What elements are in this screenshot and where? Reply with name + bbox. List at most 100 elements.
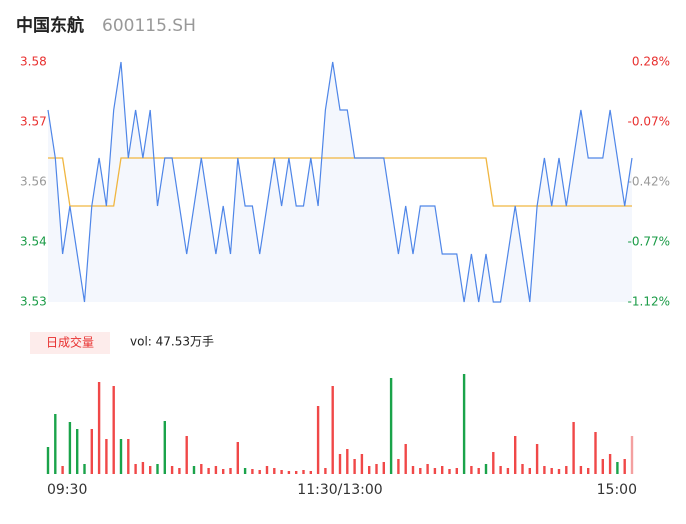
volume-bar — [535, 444, 539, 474]
volume-bar — [499, 466, 502, 474]
average-line — [48, 157, 632, 207]
volume-bar — [368, 466, 371, 474]
x-tick-label: 09:30 — [47, 482, 87, 498]
volume-bar — [404, 444, 407, 474]
volume-bar — [54, 414, 57, 474]
volume-bar — [557, 469, 561, 474]
volume-bar — [127, 439, 130, 474]
y2-tick-label: -0.42% — [628, 175, 670, 189]
y2-tick-label: -1.12% — [628, 295, 670, 309]
volume-bar — [105, 439, 108, 474]
volume-bar — [295, 471, 298, 474]
volume-bar — [90, 429, 93, 474]
volume-bar — [119, 439, 123, 474]
volume-bar — [565, 466, 568, 474]
chart-title: 中国东航 — [16, 15, 84, 36]
volume-bar — [579, 466, 583, 474]
volume-bar — [397, 459, 400, 474]
volume-bar — [207, 468, 210, 474]
volume-bar — [360, 454, 364, 474]
volume-bar — [419, 468, 422, 474]
volume-bar — [623, 459, 626, 474]
price-line — [47, 61, 633, 303]
volume-bar — [608, 454, 612, 474]
volume-bar — [200, 464, 203, 474]
volume-bar — [492, 452, 495, 474]
volume-bar — [302, 470, 305, 474]
volume-bar — [616, 462, 619, 474]
volume-bar — [214, 466, 218, 474]
volume-bar — [83, 464, 86, 474]
volume-bar — [229, 468, 232, 474]
y-tick-label: 3.58 — [20, 55, 47, 69]
volume-bar — [484, 464, 488, 474]
volume-bar — [192, 466, 196, 474]
volume-bar — [324, 468, 327, 474]
y-tick-label: 3.57 — [20, 115, 47, 129]
y2-tick-label: -0.77% — [628, 235, 670, 249]
volume-bar — [448, 469, 451, 474]
volume-bar — [506, 468, 510, 474]
volume-bar — [222, 469, 225, 474]
volume-bar — [112, 386, 115, 474]
volume-bar — [528, 468, 531, 474]
y-tick-label: 3.56 — [20, 175, 47, 189]
volume-bar — [76, 429, 79, 474]
volume-bar — [382, 462, 385, 474]
volume-bar — [309, 471, 312, 474]
volume-bar — [61, 466, 64, 474]
volume-bar — [273, 468, 276, 474]
volume-bar — [280, 470, 283, 474]
volume-bar — [149, 466, 152, 474]
volume-bar — [265, 466, 269, 474]
volume-tag-label: 日成交量 — [46, 335, 94, 350]
y2-tick-label: 0.28% — [632, 55, 670, 69]
volume-bar — [587, 468, 590, 474]
stock-code: 600115.SH — [102, 16, 196, 36]
volume-bar — [550, 468, 553, 474]
volume-bar — [441, 466, 444, 474]
volume-bar — [178, 468, 181, 474]
price-area — [48, 62, 632, 302]
volume-bar — [594, 432, 597, 474]
volume-bar — [185, 436, 188, 474]
x-tick-label: 11:30/13:00 — [297, 482, 382, 498]
volume-bar — [389, 378, 393, 474]
volume-bar — [353, 459, 356, 474]
volume-bar — [601, 459, 604, 474]
volume-bar — [331, 386, 334, 474]
volume-bar — [572, 422, 575, 474]
volume-bar — [426, 464, 429, 474]
y2-tick-label: -0.07% — [628, 115, 670, 129]
volume-bar — [163, 421, 166, 474]
volume-bar — [170, 466, 174, 474]
volume-bar — [514, 436, 517, 474]
volume-bar — [258, 470, 261, 474]
volume-bar — [477, 468, 480, 474]
volume-bar — [97, 382, 101, 474]
volume-bar — [156, 464, 159, 474]
volume-bar — [134, 464, 137, 474]
x-tick-label: 15:00 — [597, 482, 637, 498]
volume-tag — [30, 332, 110, 354]
volume-bar — [68, 422, 72, 474]
volume-bar — [630, 436, 634, 474]
volume-bar — [521, 464, 524, 474]
volume-bar — [462, 374, 466, 474]
volume-bar — [316, 406, 320, 474]
volume-bar — [236, 442, 239, 474]
volume-bar — [141, 462, 145, 474]
volume-bar — [251, 469, 254, 474]
volume-bar — [243, 468, 247, 474]
volume-bar — [455, 468, 458, 474]
volume-bar — [375, 464, 378, 474]
volume-bar — [338, 454, 342, 474]
volume-bar — [287, 471, 291, 474]
volume-bar — [470, 466, 473, 474]
volume-bar — [433, 468, 437, 474]
volume-bar — [411, 466, 415, 474]
volume-bar — [46, 447, 50, 474]
y-tick-label: 3.53 — [20, 295, 47, 309]
y-tick-label: 3.54 — [20, 235, 47, 249]
